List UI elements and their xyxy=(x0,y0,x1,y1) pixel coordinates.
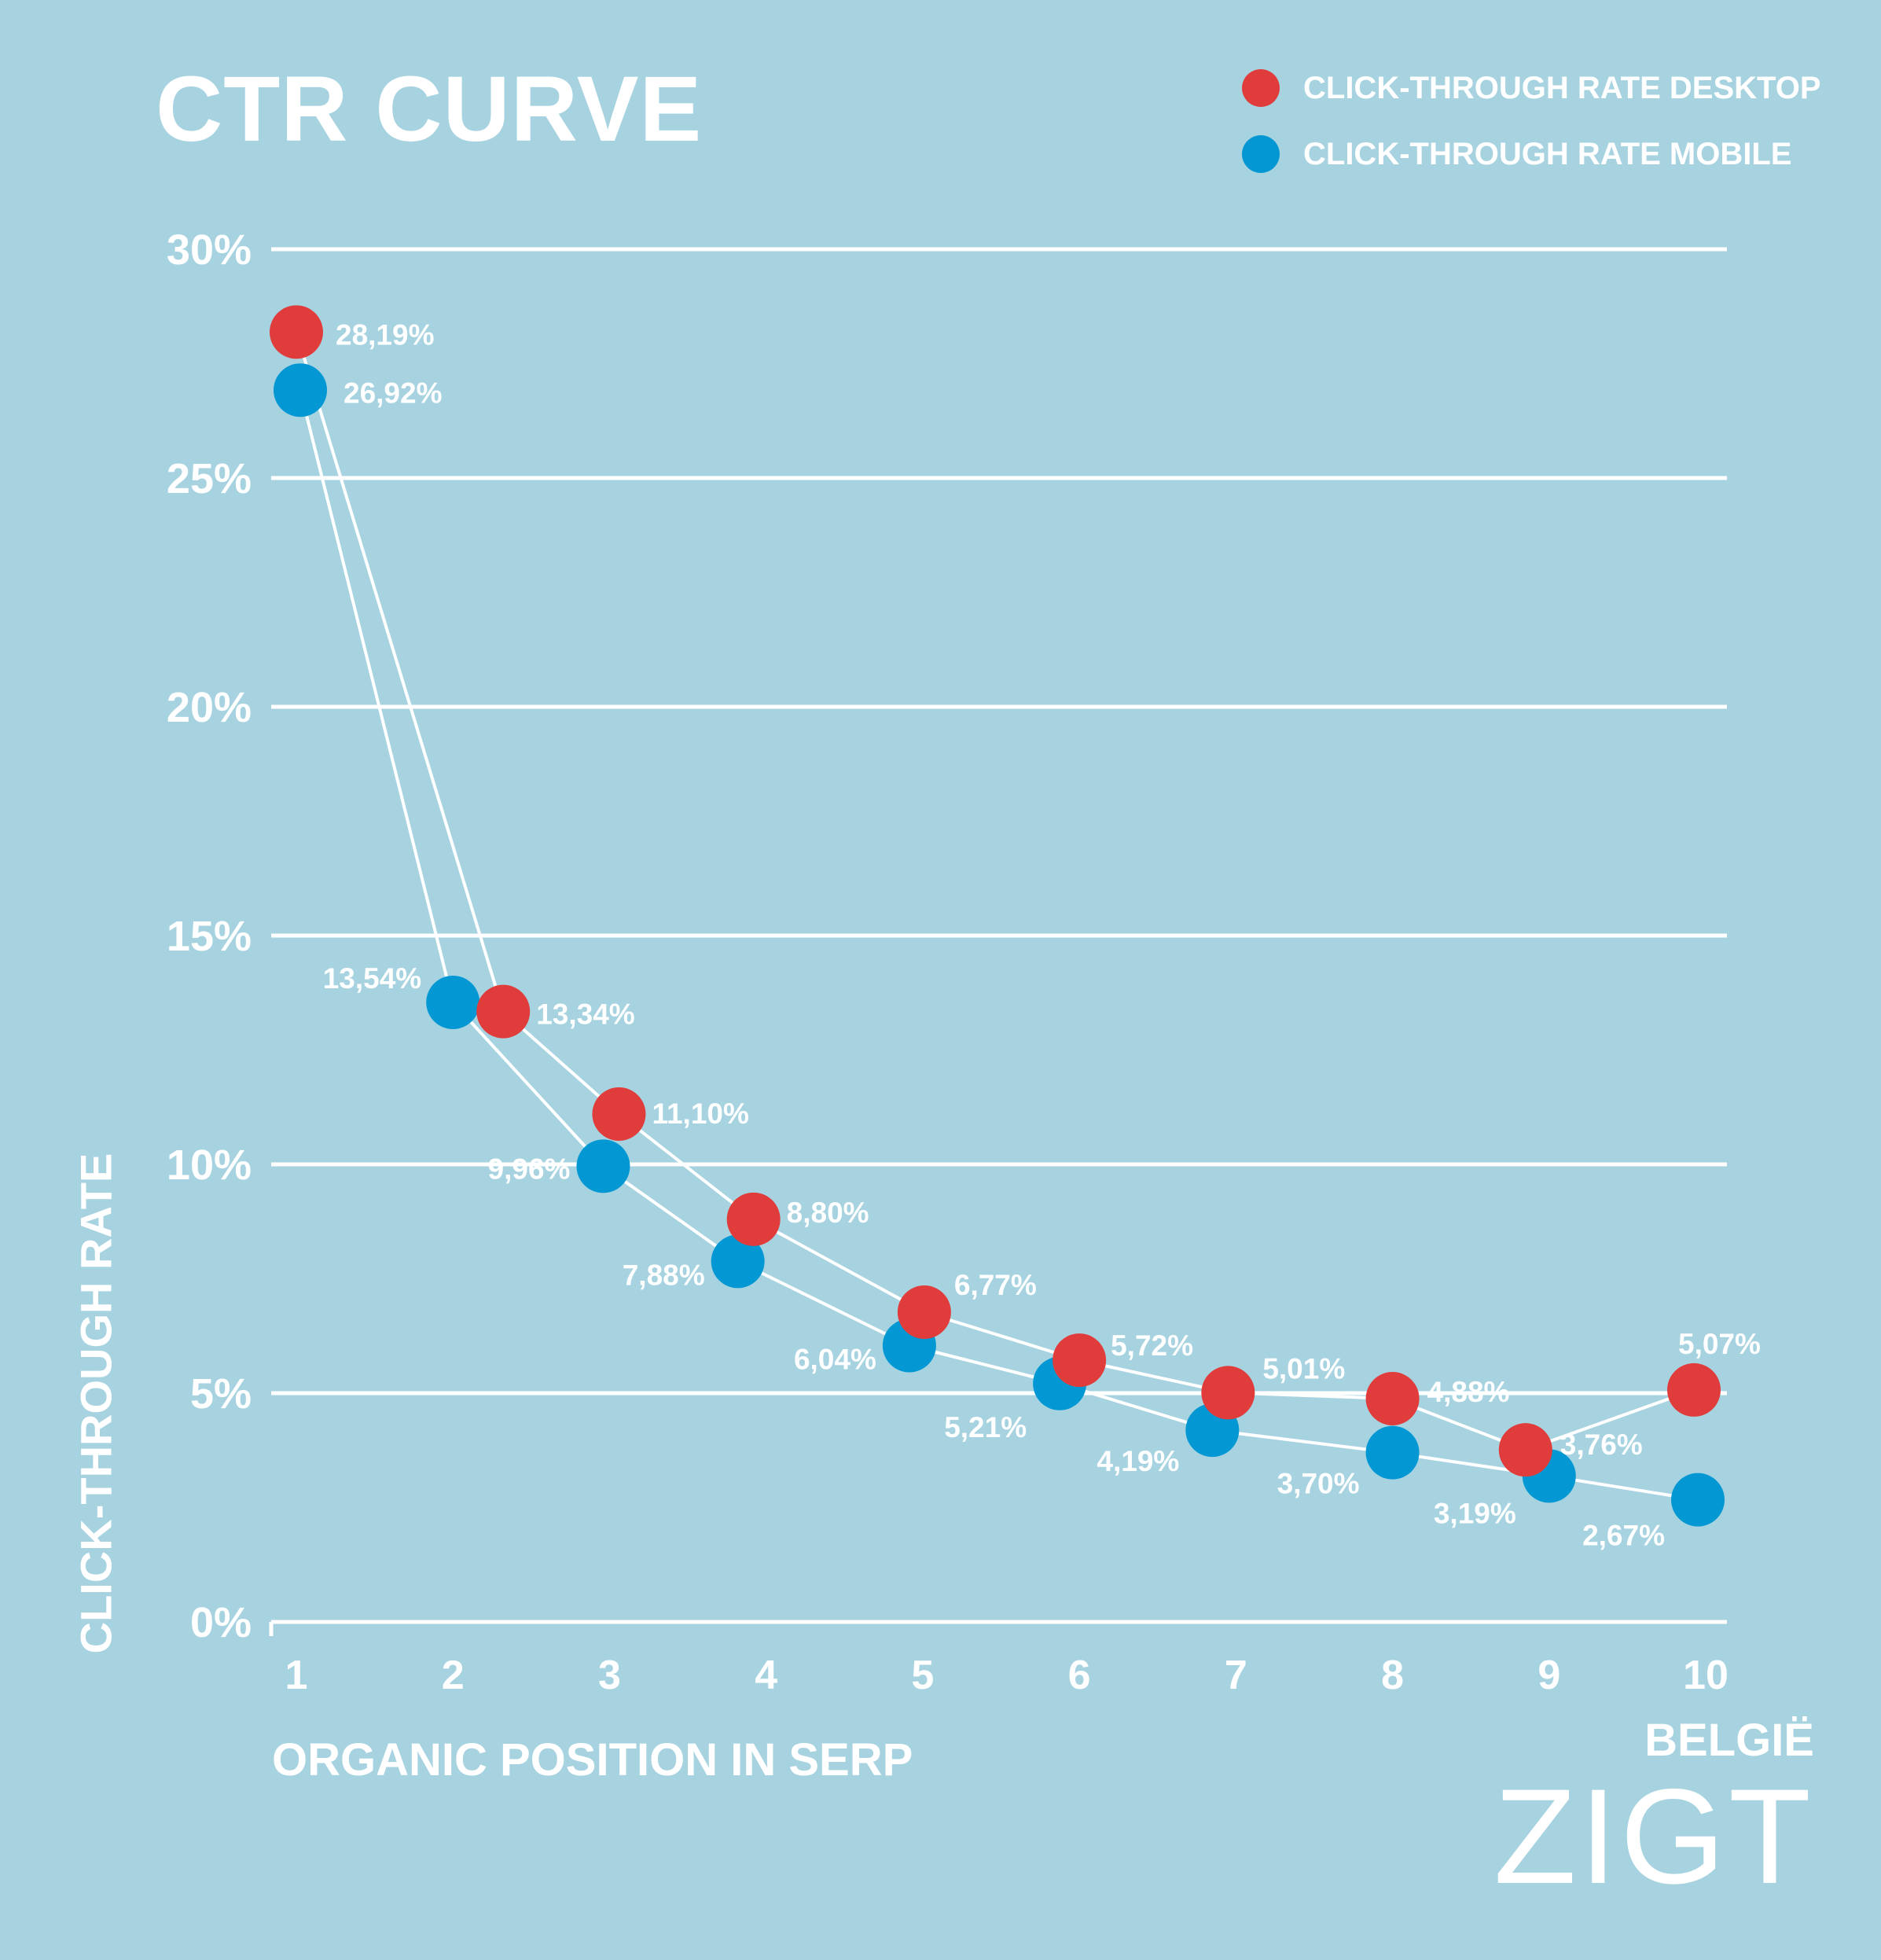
data-point-desktop xyxy=(1498,1423,1552,1477)
data-point-mobile xyxy=(576,1139,630,1193)
brand-country: BELGIË xyxy=(1644,1715,1814,1766)
y-tick-label: 25% xyxy=(167,455,252,502)
legend-dot-desktop xyxy=(1242,69,1280,107)
x-axis-label: ORGANIC POSITION IN SERP xyxy=(272,1734,913,1785)
x-tick-label: 2 xyxy=(442,1653,465,1698)
data-label-desktop: 5,72% xyxy=(1111,1329,1193,1362)
data-point-mobile xyxy=(426,975,480,1029)
x-tick-label: 10 xyxy=(1683,1653,1729,1698)
data-label-desktop: 3,76% xyxy=(1560,1429,1643,1461)
brand-logo: ZIGT xyxy=(1493,1761,1814,1912)
x-tick-label: 5 xyxy=(911,1653,934,1698)
data-label-desktop: 11,10% xyxy=(652,1098,748,1130)
data-label-mobile: 4,19% xyxy=(1097,1445,1179,1477)
legend-dot-mobile xyxy=(1242,135,1280,173)
y-tick-label: 5% xyxy=(190,1370,252,1418)
data-point-desktop xyxy=(1201,1366,1255,1420)
y-tick-label: 30% xyxy=(167,226,252,274)
data-label-desktop: 5,01% xyxy=(1262,1352,1345,1385)
data-point-desktop xyxy=(1365,1371,1420,1425)
data-label-desktop: 5,07% xyxy=(1678,1328,1761,1360)
data-label-mobile: 9,96% xyxy=(488,1153,571,1185)
legend-label-mobile: CLICK-THROUGH RATE MOBILE xyxy=(1303,136,1792,171)
data-point-mobile xyxy=(1671,1473,1725,1527)
data-label-mobile: 13,54% xyxy=(323,962,422,995)
data-point-desktop xyxy=(897,1285,951,1339)
data-point-desktop xyxy=(1667,1362,1721,1417)
data-label-mobile: 2,67% xyxy=(1582,1520,1665,1552)
chart-title: CTR CURVE xyxy=(156,57,703,161)
legend-label-desktop: CLICK-THROUGH RATE DESKTOP xyxy=(1303,70,1821,105)
x-tick-label: 9 xyxy=(1537,1653,1560,1698)
data-label-mobile: 3,70% xyxy=(1277,1468,1360,1500)
y-axis-label: CLICK-THROUGH RATE xyxy=(71,1153,121,1654)
legend-item-desktop: CLICK-THROUGH RATE DESKTOP xyxy=(1242,55,1821,121)
y-tick-label: 15% xyxy=(167,913,252,960)
data-point-mobile xyxy=(1365,1425,1420,1480)
x-tick-label: 6 xyxy=(1068,1653,1091,1698)
x-tick-label: 4 xyxy=(755,1653,777,1698)
x-tick-label: 8 xyxy=(1381,1653,1404,1698)
data-label-mobile: 7,88% xyxy=(623,1259,705,1291)
data-label-mobile: 5,21% xyxy=(944,1411,1027,1443)
data-label-desktop: 13,34% xyxy=(536,998,635,1031)
data-label-mobile: 3,19% xyxy=(1434,1497,1516,1529)
data-label-mobile: 26,92% xyxy=(344,377,443,409)
data-point-mobile xyxy=(711,1234,765,1289)
data-label-mobile: 6,04% xyxy=(794,1343,876,1375)
data-label-desktop: 8,80% xyxy=(787,1197,869,1229)
data-label-desktop: 28,19% xyxy=(336,318,435,351)
data-point-desktop xyxy=(476,984,531,1039)
data-label-desktop: 6,77% xyxy=(954,1269,1037,1301)
y-tick-label: 20% xyxy=(167,684,252,731)
series-line-mobile xyxy=(299,389,1699,1502)
x-tick-label: 7 xyxy=(1225,1653,1247,1698)
data-point-desktop xyxy=(726,1192,781,1246)
data-point-mobile xyxy=(274,363,327,417)
x-tick-label: 3 xyxy=(598,1653,621,1698)
x-tick-label: 1 xyxy=(285,1653,308,1698)
data-point-desktop xyxy=(270,305,323,359)
y-tick-label: 10% xyxy=(167,1142,252,1189)
data-label-desktop: 4,88% xyxy=(1427,1376,1510,1408)
legend-item-mobile: CLICK-THROUGH RATE MOBILE xyxy=(1242,121,1821,187)
legend: CLICK-THROUGH RATE DESKTOP CLICK-THROUGH… xyxy=(1242,55,1821,187)
data-point-desktop xyxy=(1053,1333,1107,1388)
series-line-desktop xyxy=(295,331,1695,1452)
data-point-desktop xyxy=(592,1087,646,1141)
y-tick-label: 0% xyxy=(190,1599,252,1646)
